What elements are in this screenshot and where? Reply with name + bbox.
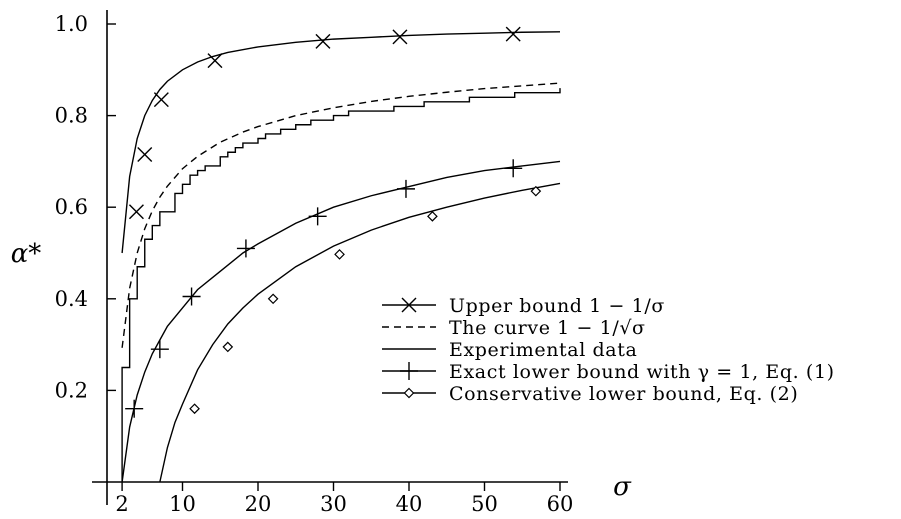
x-marker [505,26,521,42]
x-tick-label: 30 [320,492,347,516]
legend-item: Experimental data [382,339,637,361]
x-tick-label: 60 [547,492,574,516]
y-axis-ticks: 0.2 0.4 0.6 0.8 1.0 [55,12,116,402]
x-marker [315,33,331,49]
y-tick-label: 0.4 [55,287,88,311]
x-axis-ticks: 2 10 20 30 40 50 60 [115,482,573,516]
series-layer [121,26,561,483]
x-tick-label: 10 [169,492,196,516]
plus-marker [236,239,255,258]
series-line [121,88,561,482]
series-3 [121,88,561,482]
x-marker [128,204,144,220]
series-2 [121,82,561,348]
x-marker [207,53,223,69]
series-5 [159,182,561,483]
legend-item: Conservative lower bound, Eq. (2) [382,383,798,405]
diamond-marker [189,403,200,415]
y-tick-label: 0.8 [55,104,88,128]
diamond-marker [267,293,279,305]
x-tick-label: 50 [471,492,498,516]
x-tick-label: 2 [115,492,128,516]
legend-label: Upper bound 1 − 1/σ [449,295,665,317]
y-tick-label: 0.6 [55,195,88,219]
legend-label: Conservative lower bound, Eq. (2) [449,383,798,405]
diamond-marker [427,211,438,222]
diamond-marker [530,185,542,197]
y-axis-title: α* [11,239,42,269]
series-line [121,31,561,254]
series-1 [121,26,561,254]
plus-marker [396,179,415,198]
axes [92,10,568,505]
plus-marker [504,159,523,178]
diamond-marker [334,249,345,260]
legend-item: Exact lower bound with γ = 1, Eq. (1) [382,361,835,383]
plus-marker [400,362,418,380]
legend-item: The curve 1 − 1/√σ [382,317,646,339]
legend-label: Experimental data [449,339,637,361]
x-marker [401,297,417,313]
x-axis-title: σ [613,472,632,502]
plus-marker [150,340,169,359]
series-line [159,182,561,483]
diamond-marker [403,387,415,399]
plus-marker [125,399,144,418]
legend-item: Upper bound 1 − 1/σ [382,295,665,317]
x-tick-label: 20 [245,492,272,516]
diamond-marker [222,341,234,353]
y-tick-label: 0.2 [55,378,88,402]
series-line [121,160,561,483]
plus-marker [182,287,201,306]
legend-label: The curve 1 − 1/√σ [449,317,646,339]
series-4 [121,159,561,483]
y-tick-label: 1.0 [55,12,88,36]
plus-marker [308,207,327,226]
x-marker [392,29,408,45]
legend-label: Exact lower bound with γ = 1, Eq. (1) [449,361,835,383]
x-marker [153,92,169,108]
x-tick-label: 40 [396,492,423,516]
x-marker [137,147,153,163]
series-line [121,82,561,348]
